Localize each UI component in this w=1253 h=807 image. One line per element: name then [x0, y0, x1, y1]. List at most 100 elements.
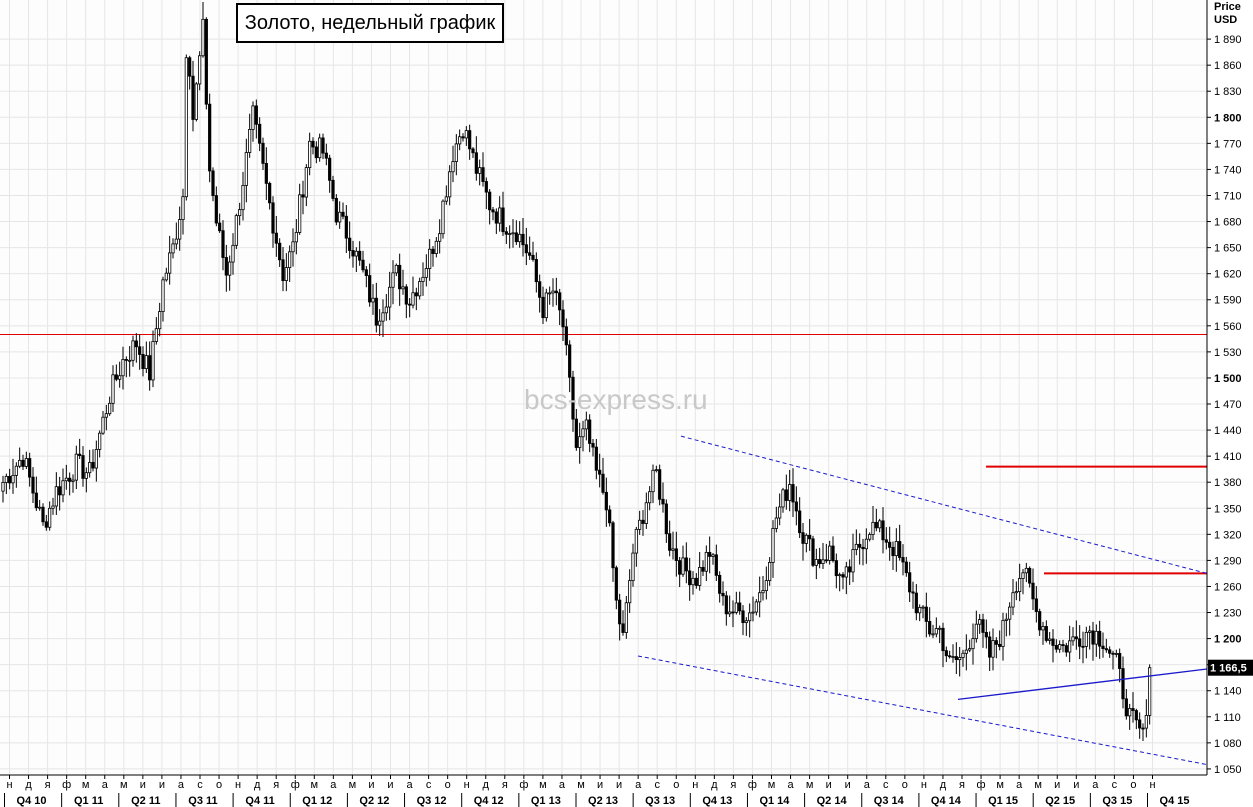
x-quarter-label: Q2 11 [131, 795, 160, 807]
candle-body [791, 484, 795, 503]
x-quarter-label: Q3 14 [874, 795, 905, 807]
x-quarter-label: Q2 14 [817, 795, 848, 807]
x-month-label: м [806, 779, 814, 791]
candle-body [34, 492, 38, 509]
candle-body [498, 207, 502, 224]
x-month-label: д [483, 779, 490, 791]
candle-body [164, 272, 168, 281]
candle-body [381, 312, 385, 322]
candle-body [1144, 715, 1148, 729]
candle-body [771, 528, 775, 563]
x-quarter-label: Q2 13 [588, 795, 618, 807]
candle-body [1024, 567, 1028, 574]
candle-body [134, 340, 138, 348]
candle-body [1084, 631, 1088, 647]
candle-body [938, 627, 942, 630]
candle-body [364, 269, 368, 276]
x-month-label: и [1054, 779, 1060, 791]
candle-body [458, 136, 462, 145]
candle-body [244, 152, 248, 186]
candle-body [831, 545, 835, 561]
candle-body [228, 261, 232, 276]
candle-body [1114, 653, 1118, 655]
x-month-label: д [254, 779, 261, 791]
x-month-label: а [559, 779, 566, 791]
y-tick-label: 1 230 [1214, 608, 1242, 620]
candle-body [724, 595, 728, 615]
candle-body [428, 248, 432, 269]
candle-body [1148, 667, 1152, 716]
candle-body [858, 543, 862, 548]
candle-body [108, 402, 112, 415]
candle-body [1011, 592, 1015, 608]
current-price-badge [1208, 659, 1253, 676]
candle-body [968, 648, 972, 651]
candle-body [688, 570, 692, 586]
x-month-label: о [216, 779, 222, 791]
candle-body [911, 591, 915, 594]
y-tick-label: 1 080 [1214, 738, 1242, 750]
candle-body [621, 623, 625, 633]
candle-body [941, 627, 945, 652]
x-month-label: м [311, 779, 319, 791]
x-quarter-label: Q4 14 [931, 795, 962, 807]
candle-body [824, 559, 828, 562]
candle-body [808, 534, 812, 540]
x-quarter-label: Q3 12 [417, 795, 447, 807]
candle-body [868, 534, 872, 540]
price-axis-header: Price USD [1214, 1, 1241, 27]
candle-body [391, 272, 395, 288]
price-header-1: Price [1214, 1, 1241, 13]
candle-body [71, 479, 75, 482]
x-month-label: м [82, 779, 90, 791]
y-tick-label: 1 740 [1214, 164, 1242, 176]
x-quarter-label: Q4 10 [17, 795, 47, 807]
x-month-label: м [539, 779, 547, 791]
candle-body [618, 599, 622, 625]
x-month-label: н [464, 779, 470, 791]
x-month-label: н [921, 779, 927, 791]
candle-body [1001, 620, 1005, 647]
x-month-label: о [902, 779, 908, 791]
candle-body [704, 551, 708, 572]
candle-body [78, 453, 82, 456]
candle-body [238, 209, 242, 217]
x-month-label: и [387, 779, 393, 791]
candle-body [828, 545, 832, 561]
candle-body [28, 458, 32, 478]
y-tick-label: 1 110 [1214, 712, 1241, 724]
x-quarter-label: Q4 11 [245, 795, 274, 807]
candle-body [454, 143, 458, 162]
candle-body [318, 137, 322, 159]
candle-body [958, 657, 962, 661]
candle-body [308, 140, 312, 169]
candle-body [441, 200, 445, 235]
candle-body [311, 140, 315, 148]
candle-body [904, 561, 908, 574]
x-quarter-label: Q1 15 [988, 795, 1018, 807]
y-tick-label: 1 440 [1214, 425, 1242, 437]
candle-body [964, 649, 968, 654]
candle-body [354, 250, 358, 257]
x-quarter-label: Q4 15 [1160, 795, 1190, 807]
x-month-label: а [864, 779, 871, 791]
candle-body [1064, 645, 1068, 653]
candle-body [951, 656, 955, 658]
candle-body [464, 130, 468, 139]
x-month-label: и [1073, 779, 1079, 791]
candle-body [1108, 649, 1112, 654]
candle-body [111, 374, 115, 404]
y-tick-label: 1 530 [1214, 347, 1242, 359]
candle-body [434, 240, 438, 254]
candle-body [188, 57, 192, 77]
candle-body [871, 521, 875, 535]
candle-body [861, 546, 865, 550]
candle-body [264, 163, 268, 184]
candle-body [594, 446, 598, 471]
candle-body [538, 281, 542, 298]
y-tick-label: 1 140 [1214, 686, 1242, 698]
candle-body [128, 359, 132, 362]
candle-body [58, 486, 62, 496]
candle-body [671, 548, 675, 551]
